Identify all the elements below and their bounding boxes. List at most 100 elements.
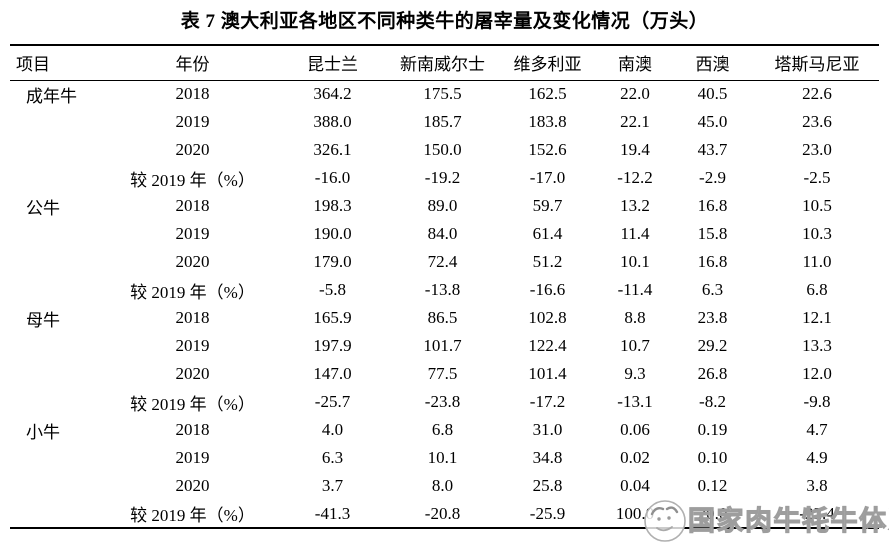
value-cell: 15.8	[697, 224, 728, 243]
value-cell: 0.12	[697, 476, 728, 495]
value-cell: -11.4	[617, 280, 653, 299]
value-cell: -13.8	[424, 280, 461, 299]
value-cell: -19.2	[424, 168, 461, 187]
value-cell: -16.6	[529, 280, 566, 299]
value-cell: 20.0	[697, 503, 728, 523]
value-cell: -17.0	[529, 168, 566, 187]
year-label: 2019	[175, 448, 210, 467]
value-cell: 165.9	[313, 308, 352, 327]
value-cell: -41.3	[314, 503, 351, 523]
value-cell: -5.8	[319, 280, 346, 299]
item-label	[10, 500, 110, 528]
value-cell: 122.4	[528, 336, 567, 355]
year-label: 较 2019 年（%）	[130, 282, 255, 302]
value-cell: 326.1	[313, 140, 352, 159]
value-cell: 8.8	[624, 308, 646, 327]
table-row: 较 2019 年（%） -5.8 -13.8 -16.6 -11.4 6.3 6.8	[10, 276, 879, 304]
value-cell: -25.9	[529, 503, 566, 523]
value-cell: -16.0	[314, 168, 351, 187]
table-row: 2020 179.0 72.4 51.2 10.1 16.8 11.0	[10, 248, 879, 276]
value-cell: 162.5	[528, 84, 567, 104]
value-cell: -8.2	[699, 392, 726, 411]
table-row: 较 2019 年（%） -16.0 -19.2 -17.0 -12.2 -2.9 -2.5	[10, 164, 879, 192]
value-cell: 197.9	[313, 336, 352, 355]
value-cell: 10.5	[802, 196, 832, 215]
value-cell: 16.8	[697, 252, 728, 271]
value-cell: 19.4	[620, 140, 650, 159]
value-cell: 40.5	[697, 84, 728, 104]
value-cell: -12.2	[617, 168, 653, 187]
table-row: 2020 326.1 150.0 152.6 19.4 43.7 23.0	[10, 136, 879, 164]
item-label: 小牛	[26, 422, 60, 442]
header-row: 项目 年份 昆士兰 新南威尔士 维多利亚 南澳 西澳 塔斯马尼亚	[10, 45, 879, 80]
year-label: 较 2019 年（%）	[130, 170, 255, 190]
value-cell: 4.9	[806, 448, 828, 467]
value-cell: 13.3	[802, 336, 832, 355]
value-cell: 16.8	[697, 196, 728, 215]
year-label: 较 2019 年（%）	[130, 394, 255, 414]
value-cell: 12.0	[802, 364, 832, 383]
value-cell: 29.2	[697, 336, 728, 355]
value-cell: -23.8	[424, 392, 461, 411]
year-label: 2019	[175, 112, 210, 131]
value-cell: 364.2	[313, 84, 352, 104]
value-cell: 59.7	[532, 196, 563, 215]
value-cell: 9.3	[624, 364, 646, 383]
value-cell: 77.5	[427, 364, 458, 383]
value-cell: 22.1	[620, 112, 650, 131]
table-row: 2020 3.7 8.0 25.8 0.04 0.12 3.8	[10, 472, 879, 500]
value-cell: 45.0	[697, 112, 728, 131]
value-cell: 388.0	[313, 112, 352, 131]
year-label: 2018	[175, 420, 210, 439]
value-cell: 100.0	[615, 503, 655, 523]
table-row: 较 2019 年（%） -41.3 -20.8 -25.9 100.0 20.0 -22.4	[10, 500, 879, 528]
value-cell: 101.4	[528, 364, 567, 383]
value-cell: -13.1	[617, 392, 653, 411]
value-cell: 34.8	[532, 448, 563, 467]
item-label	[10, 164, 110, 192]
document-page: 表 7 澳大利亚各地区不同种类牛的屠宰量及变化情况（万头） 项目 年份 昆士兰 新南威…	[10, 11, 889, 542]
value-cell: 3.7	[321, 476, 344, 495]
value-cell: 22.6	[802, 84, 832, 104]
year-label: 较 2019 年（%）	[130, 506, 255, 525]
value-cell: -17.2	[529, 392, 566, 411]
value-cell: 0.10	[697, 448, 728, 467]
item-label	[10, 472, 110, 500]
item-label	[10, 388, 110, 416]
item-label	[10, 108, 110, 136]
item-label: 成年牛	[26, 86, 77, 106]
value-cell: 10.1	[620, 252, 650, 271]
value-cell: -9.8	[803, 392, 831, 411]
value-cell: 0.06	[620, 420, 650, 439]
year-label: 2018	[175, 84, 210, 104]
table-title: 表 7 澳大利亚各地区不同种类牛的屠宰量及变化情况（万头）	[180, 11, 709, 32]
year-label: 2020	[175, 476, 210, 495]
value-cell: 4.0	[321, 420, 344, 439]
item-label	[10, 136, 110, 164]
table-row: 2019 190.0 84.0 61.4 11.4 15.8 10.3	[10, 220, 879, 248]
value-cell: 0.02	[620, 448, 650, 467]
table-row: 2020 147.0 77.5 101.4 9.3 26.8 12.0	[10, 360, 879, 388]
value-cell: 190.0	[313, 224, 352, 243]
table-row: 母牛 2018 165.9 86.5 102.8 8.8 23.8 12.1	[10, 304, 879, 332]
value-cell: 12.1	[802, 308, 832, 327]
table-row: 小牛 2018 4.0 6.8 31.0 0.06 0.19 4.7	[10, 416, 879, 444]
item-label	[10, 276, 110, 304]
column-header: 新南威尔士	[400, 55, 485, 75]
column-header: 西澳	[695, 55, 730, 75]
column-header: 年份	[175, 55, 210, 75]
value-cell: 102.8	[528, 308, 567, 327]
value-cell: -2.9	[699, 168, 726, 187]
value-cell: 51.2	[532, 252, 563, 271]
column-header: 昆士兰	[307, 55, 358, 75]
item-label	[10, 360, 110, 388]
value-cell: 6.3	[701, 280, 724, 299]
value-cell: 152.6	[528, 140, 567, 159]
column-header: 塔斯马尼亚	[774, 55, 860, 75]
value-cell: 22.0	[620, 84, 650, 104]
value-cell: 31.0	[532, 420, 563, 439]
table-row: 2019 388.0 185.7 183.8 22.1 45.0 23.6	[10, 108, 879, 136]
table-row: 成年牛 2018 364.2 175.5 162.5 22.0 40.5 22.6	[10, 80, 879, 108]
value-cell: 26.8	[697, 364, 728, 383]
value-cell: 11.4	[620, 224, 650, 243]
